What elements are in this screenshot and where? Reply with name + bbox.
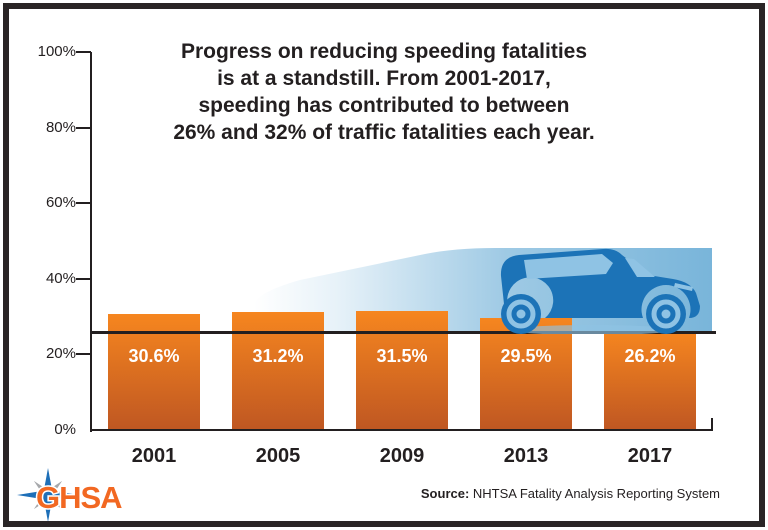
y-tick-80	[76, 127, 91, 129]
y-tick-20	[76, 353, 91, 355]
bar-value-2005: 31.2%	[252, 346, 304, 366]
bar-2013	[480, 318, 572, 430]
x-label-2017: 2017	[627, 445, 673, 467]
ghsa-logo-text: GHSA	[36, 480, 122, 515]
car-rear-wheel	[501, 294, 541, 334]
ghsa-logo: GHSA	[17, 468, 125, 522]
x-axis-end-tick	[711, 418, 713, 430]
x-label-2001: 2001	[131, 445, 177, 467]
y-tick-60	[76, 202, 91, 204]
y-label-40: 40%	[45, 270, 76, 287]
title-line-3: speeding has contributed to between	[198, 94, 570, 117]
y-label-0: 0%	[54, 421, 76, 438]
y-axis-line	[90, 52, 92, 432]
chart-title: Progress on reducing speeding fatalities…	[0, 38, 768, 146]
car-front-wheel	[646, 294, 686, 334]
y-label-100: 100%	[37, 43, 76, 60]
bar-2005	[232, 312, 324, 430]
source-label: Source:	[420, 486, 470, 501]
bar-value-2017: 26.2%	[624, 346, 676, 366]
bar-2017	[604, 330, 696, 430]
road-line	[90, 330, 716, 334]
bar-2009	[356, 310, 448, 430]
car-headlight	[674, 283, 693, 291]
car-illustration	[500, 248, 700, 334]
y-label-80: 80%	[45, 119, 76, 136]
title-line-1: Progress on reducing speeding fatalities	[180, 40, 588, 63]
y-tick-40	[76, 278, 91, 280]
source-text: NHTSA Fatality Analysis Reporting System	[469, 486, 720, 501]
x-label-2009: 2009	[379, 445, 425, 467]
car-shadow-blur	[510, 325, 674, 334]
y-label-20: 20%	[45, 345, 76, 362]
title-line-2: is at a standstill. From 2001-2017,	[217, 67, 551, 90]
x-label-2013: 2013	[503, 445, 549, 467]
y-label-60: 60%	[45, 194, 76, 211]
compass-star-blue-points	[17, 468, 79, 522]
bar-value-2013: 29.5%	[500, 346, 552, 366]
bar-value-2001: 30.6%	[128, 346, 180, 366]
car-windshield	[625, 258, 655, 277]
bar-value-2009: 31.5%	[376, 346, 428, 366]
source-line: Source: NHTSA Fatality Analysis Reportin…	[421, 486, 720, 501]
title-line-4: 26% and 32% of traffic fatalities each y…	[173, 121, 595, 144]
x-label-2005: 2005	[255, 445, 301, 467]
y-tick-100	[76, 51, 91, 53]
x-axis-line	[90, 429, 713, 431]
car-rear-window	[524, 254, 613, 279]
